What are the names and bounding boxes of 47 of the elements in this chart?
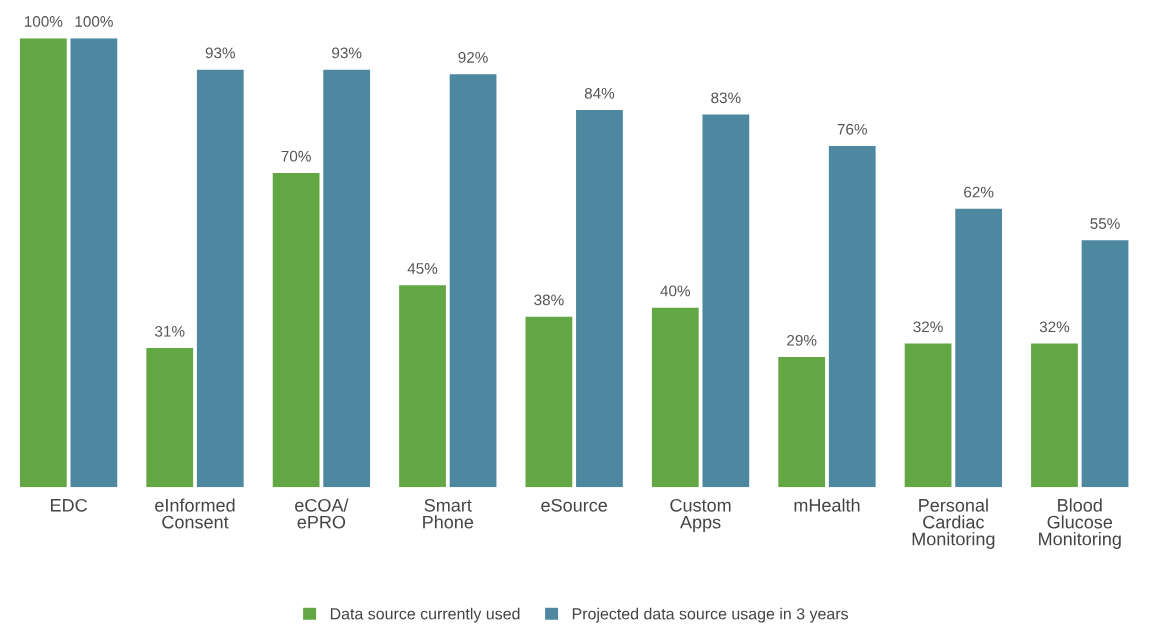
data-label: 83% (711, 92, 741, 104)
data-label: 32% (1039, 321, 1070, 333)
data-label: 45% (407, 263, 438, 274)
legend-label: Data source currently used (330, 607, 520, 623)
bar (576, 110, 623, 488)
bar (19, 38, 67, 488)
bar (1031, 343, 1078, 488)
x-tick-label: eSource (541, 498, 607, 512)
data-label: 92% (458, 51, 488, 63)
bar (272, 172, 320, 488)
bar (955, 208, 1003, 488)
x-tick-label: Blood Glucose Monitoring (1039, 498, 1121, 549)
data-label: 40% (660, 285, 691, 297)
data-label: 93% (205, 47, 236, 59)
bar (399, 285, 446, 488)
bar (828, 146, 876, 488)
data-label: 93% (332, 47, 362, 59)
bar (702, 114, 750, 488)
legend-label: Projected data source usage in 3 years (572, 607, 848, 623)
data-label: 31% (155, 325, 185, 337)
bar (1081, 240, 1129, 488)
data-label: 29% (787, 334, 817, 346)
data-label: 84% (584, 87, 615, 99)
x-tick-label: Smart Phone (423, 498, 474, 529)
bar (146, 348, 194, 488)
x-tick-label: eInformed Consent (155, 498, 235, 529)
data-label: 32% (913, 321, 943, 333)
data-label: 70% (281, 150, 311, 162)
data-label: 76% (837, 123, 867, 135)
x-tick-label: mHealth (794, 498, 860, 512)
data-label: 100% (75, 16, 113, 27)
bar (651, 307, 699, 488)
x-tick-label: Personal Cardiac Monitoring (912, 498, 995, 549)
data-label: 55% (1090, 218, 1120, 229)
x-tick-label: eCOA/ ePRO (295, 498, 349, 529)
data-label: 100% (24, 16, 63, 27)
bar (904, 343, 952, 488)
data-label: 38% (534, 294, 564, 306)
bar (196, 69, 244, 488)
bar (70, 38, 118, 488)
bar (449, 74, 497, 488)
x-tick-label: Custom Apps (670, 498, 731, 533)
data-label: 62% (964, 186, 994, 198)
x-tick-label: EDC (51, 498, 87, 512)
bar (323, 69, 371, 488)
bar (525, 316, 573, 488)
bar (778, 357, 826, 488)
